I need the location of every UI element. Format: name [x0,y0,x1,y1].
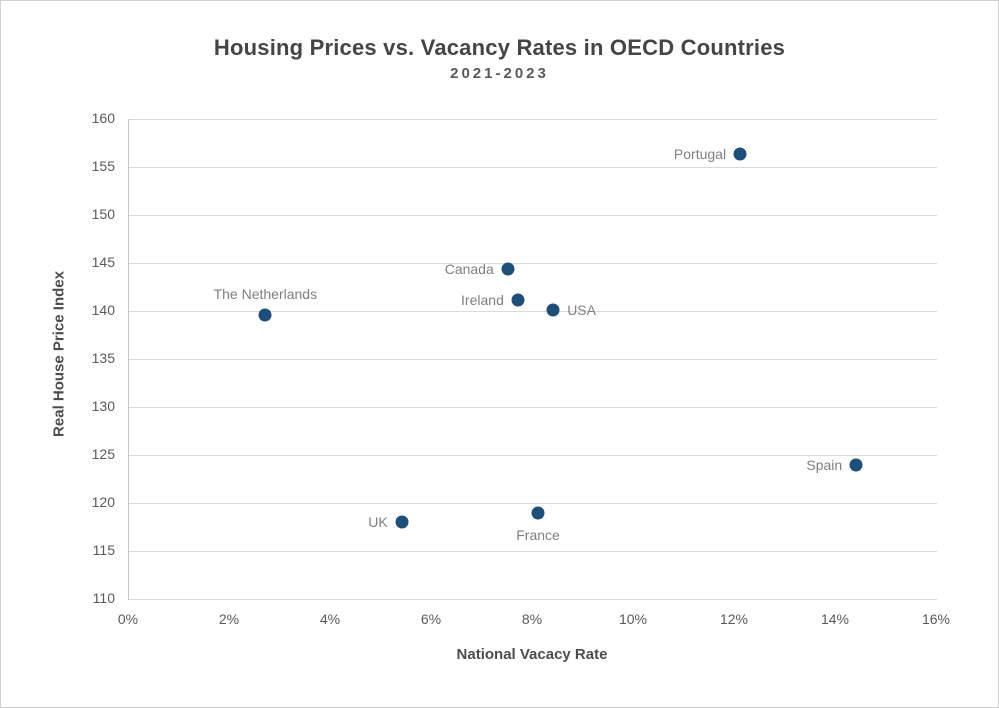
y-tick-label: 140 [91,302,115,318]
gridline [129,503,937,504]
y-tick-label: 125 [91,446,115,462]
gridline [129,167,937,168]
x-tick-label: 8% [521,611,543,627]
y-tick-label: 155 [91,158,115,174]
gridline [129,599,937,600]
chart-subtitle: 2021-2023 [450,65,549,82]
data-point [546,303,560,317]
gridline [129,551,937,552]
data-point [501,262,515,276]
x-tick-label: 10% [618,611,648,627]
y-tick-label: 120 [91,494,115,510]
gridline [129,455,937,456]
y-tick-label: 160 [91,110,115,126]
x-tick-label: 16% [921,611,951,627]
data-point [511,293,525,307]
data-point-label: UK [368,514,388,531]
gridline [129,215,937,216]
x-tick-label: 12% [719,611,749,627]
data-point-label: France [516,526,560,543]
data-point [395,515,409,529]
data-point-label: Ireland [461,292,504,309]
gridline [129,119,937,120]
gridline [129,311,937,312]
data-point [849,458,863,472]
y-tick-label: 130 [91,398,115,414]
y-tick-label: 150 [91,206,115,222]
x-tick-label: 0% [117,611,139,627]
data-point [258,308,272,322]
x-tick-label: 14% [820,611,850,627]
x-axis-title: National Vacacy Rate [456,646,608,663]
x-tick-label: 4% [319,611,341,627]
y-tick-label: 110 [92,590,115,606]
data-point-label: Spain [806,456,843,473]
y-tick-label: 135 [91,350,115,366]
data-point [531,506,545,520]
y-tick-label: 115 [92,542,115,558]
data-point-label: USA [567,302,596,319]
data-point [733,147,747,161]
data-point-label: Portugal [673,145,727,162]
plot-area: Portugal Canada Ireland USA The Netherlands S… [128,119,937,600]
x-tick-label: 2% [218,611,240,627]
x-tick-label: 6% [420,611,442,627]
y-tick-label: 145 [91,254,115,270]
gridline [129,263,937,264]
chart-title: Housing Prices vs. Vacancy Rates in OECD… [213,35,786,60]
data-point-label: Canada [444,260,494,277]
gridline [129,407,937,408]
data-point-label: The Netherlands [213,285,318,302]
gridline [129,359,937,360]
